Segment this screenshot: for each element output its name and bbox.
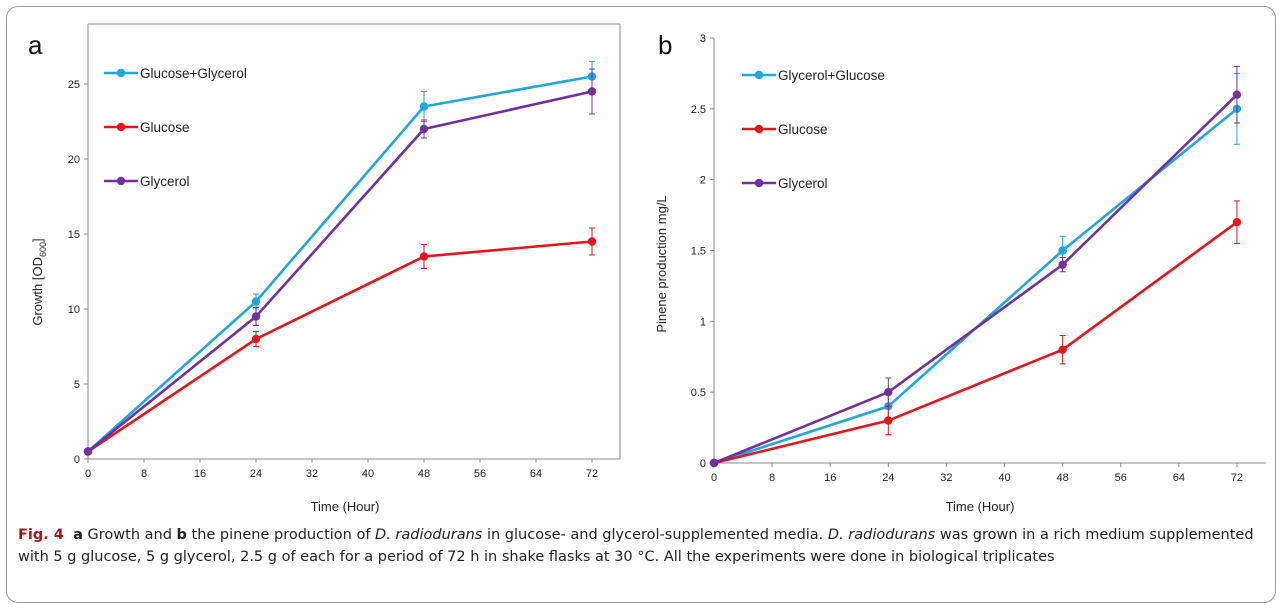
x-tick-label: 48 bbox=[1057, 472, 1069, 484]
data-point bbox=[251, 334, 261, 344]
data-point bbox=[1058, 260, 1067, 269]
data-point bbox=[884, 387, 893, 397]
x-tick-label: 16 bbox=[194, 468, 206, 480]
caption-text-1: Growth and bbox=[82, 527, 177, 543]
data-point bbox=[419, 124, 429, 134]
chart-b: b Pinene production mg/L Time (Hour) 0 8 1… bbox=[654, 30, 1266, 514]
x-tick-label: 0 bbox=[85, 468, 91, 480]
legend-label: Glycerol bbox=[140, 174, 190, 189]
x-tick-label: 72 bbox=[586, 468, 598, 480]
caption-panel-a: a bbox=[73, 527, 83, 543]
caption-text-3: in glucose- and glycerol-supplemented me… bbox=[482, 527, 828, 543]
data-point bbox=[884, 416, 893, 425]
x-tick-label: 64 bbox=[530, 468, 542, 480]
figure-label: Fig. 4 bbox=[18, 527, 64, 543]
figure-caption: Fig. 4 a Growth and b the pinene product… bbox=[18, 524, 1268, 568]
figure-frame bbox=[6, 6, 1276, 603]
series-line bbox=[713, 221, 1238, 465]
y-tick-label: 25 bbox=[68, 79, 80, 91]
plot-area-b: 0 8 16 24 32 40 48 56 64 72 0 0.5 1 1.5 2 2.5 3 Glycerol+… bbox=[691, 33, 1266, 484]
x-axis-title-a: Time (Hour) bbox=[311, 499, 380, 514]
y-tick-label: 5 bbox=[74, 379, 80, 391]
y-tick-label: 10 bbox=[68, 304, 80, 316]
x-tick-label: 56 bbox=[474, 468, 486, 480]
y-axis-title-b: Pinene production mg/L bbox=[654, 195, 669, 332]
series-line bbox=[87, 240, 593, 453]
series-line bbox=[87, 75, 593, 453]
legend-label: Glucose+Glycerol bbox=[140, 66, 247, 81]
x-tick-label: 32 bbox=[940, 472, 952, 484]
x-tick-label: 72 bbox=[1231, 472, 1243, 484]
series-line bbox=[87, 90, 593, 453]
y-tick-label: 1 bbox=[700, 316, 706, 328]
x-axis-title-b: Time (Hour) bbox=[946, 499, 1015, 514]
chart-a: a Growth [OD600] Time (Hour) 0 8 16 24 32 40 4… bbox=[28, 23, 621, 514]
caption-text-4: was grown in a rich medium supplemented … bbox=[18, 527, 1254, 565]
legend-marker bbox=[116, 68, 126, 78]
x-tick-label: 40 bbox=[998, 472, 1010, 484]
plot-area-a: 0 8 16 24 32 40 48 56 64 72 0 5 10 15 20 25 Glucose+Glyc… bbox=[68, 23, 621, 480]
x-tick-label: 8 bbox=[769, 472, 775, 484]
y-tick-label: 0 bbox=[74, 454, 80, 466]
caption-species-1: D. radiodurans bbox=[375, 527, 483, 543]
series-line bbox=[713, 107, 1238, 465]
data-point bbox=[1232, 90, 1242, 99]
data-point bbox=[587, 87, 597, 96]
data-point bbox=[709, 458, 719, 468]
x-tick-label: 48 bbox=[418, 468, 430, 480]
data-point bbox=[1232, 217, 1242, 227]
panel-letter-b: b bbox=[658, 30, 672, 60]
data-point bbox=[587, 237, 597, 246]
y-tick-label: 2.5 bbox=[691, 104, 706, 116]
y-tick-label: 0 bbox=[700, 458, 706, 470]
caption-species-2: D. radiodurans bbox=[827, 527, 936, 543]
y-tick-label: 1.5 bbox=[691, 246, 706, 258]
panel-letter-a: a bbox=[28, 30, 43, 60]
data-point bbox=[419, 252, 429, 261]
legend-marker bbox=[754, 70, 764, 80]
series-line bbox=[713, 93, 1238, 465]
data-point bbox=[83, 447, 93, 456]
legend-label: Glucose bbox=[778, 122, 828, 137]
legend-label: Glycerol+Glucose bbox=[778, 68, 885, 83]
caption-panel-b: b bbox=[176, 527, 187, 543]
legend-marker bbox=[116, 176, 126, 186]
legend-marker bbox=[116, 122, 126, 132]
y-tick-label: 20 bbox=[68, 154, 80, 166]
x-tick-label: 24 bbox=[250, 468, 262, 480]
y-tick-label: 3 bbox=[700, 33, 706, 45]
legend-marker bbox=[754, 124, 764, 134]
y-axis-title-a: Growth [OD600] bbox=[30, 238, 48, 325]
x-tick-label: 8 bbox=[141, 468, 147, 480]
data-point bbox=[1058, 246, 1067, 255]
y-tick-label: 2 bbox=[700, 175, 706, 187]
legend-label: Glucose bbox=[140, 120, 190, 135]
x-tick-label: 40 bbox=[362, 468, 374, 480]
x-tick-label: 32 bbox=[306, 468, 318, 480]
x-tick-label: 16 bbox=[824, 472, 836, 484]
y-tick-label: 15 bbox=[68, 229, 80, 241]
x-tick-label: 64 bbox=[1173, 472, 1185, 484]
data-point bbox=[251, 312, 261, 321]
data-point bbox=[419, 102, 429, 111]
caption-text-2: the pinene production of bbox=[186, 527, 376, 543]
data-point bbox=[251, 297, 261, 306]
y-tick-label: 0.5 bbox=[691, 387, 706, 399]
x-tick-label: 24 bbox=[882, 472, 894, 484]
data-point bbox=[1058, 345, 1067, 354]
x-tick-label: 0 bbox=[711, 472, 717, 484]
x-tick-label: 56 bbox=[1115, 472, 1127, 484]
legend-label: Glycerol bbox=[778, 176, 828, 191]
legend-marker bbox=[754, 178, 764, 188]
